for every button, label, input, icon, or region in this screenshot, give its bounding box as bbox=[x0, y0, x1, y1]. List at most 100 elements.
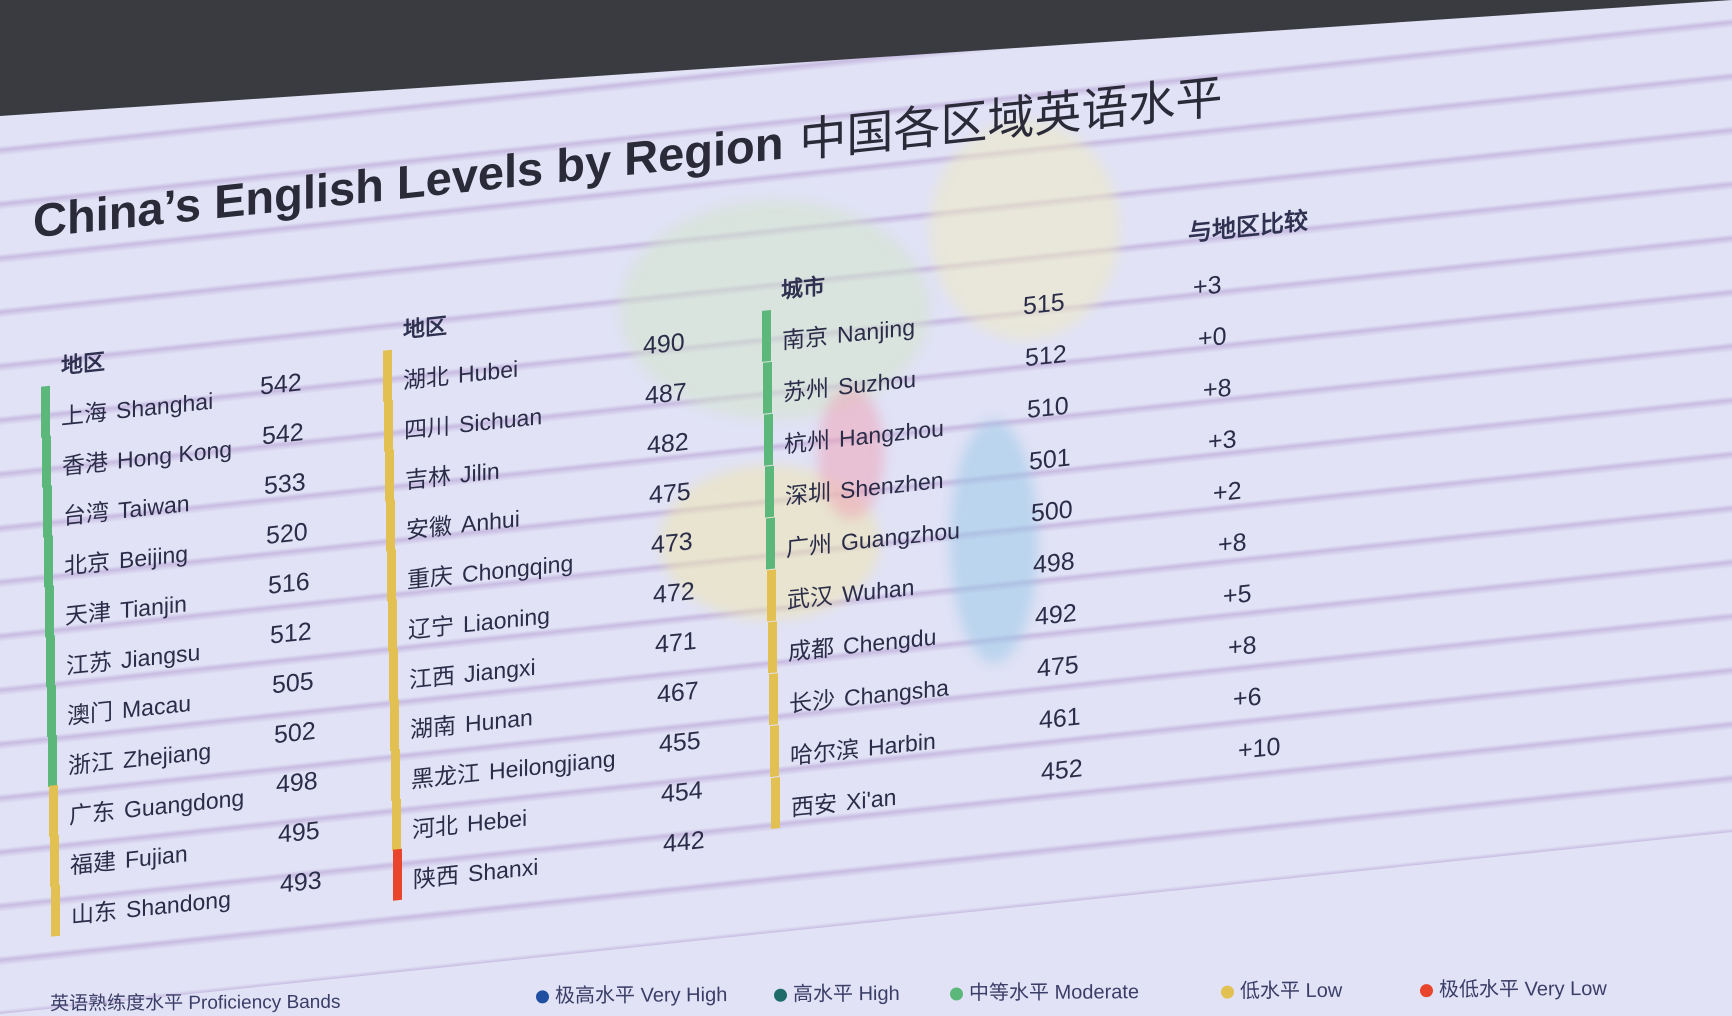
region-name: 湖北 Hubei bbox=[403, 350, 518, 396]
region-name-zh: 西安 bbox=[791, 790, 837, 821]
region-name: 四川 Sichuan bbox=[404, 397, 542, 446]
region-name-zh: 天津 bbox=[65, 598, 111, 630]
region-name-en: Beijing bbox=[119, 540, 189, 574]
compare-value: +8 bbox=[1218, 527, 1247, 559]
map-region-northeast bbox=[930, 120, 1120, 340]
region-name-zh: 澳门 bbox=[67, 698, 113, 729]
score: 533 bbox=[264, 467, 306, 501]
region-name: 北京 Beijing bbox=[64, 534, 188, 581]
region-name-en: Heilongjiang bbox=[489, 745, 616, 785]
legend-item: 低水平 Low bbox=[1220, 974, 1343, 1004]
region-name: 长沙 Changsha bbox=[789, 668, 949, 719]
score: 520 bbox=[266, 517, 308, 551]
region-name-en: Guangdong bbox=[124, 784, 245, 823]
legend-label: 英语熟练度水平 Proficiency Bands bbox=[49, 991, 341, 1015]
region-name-en: Changsha bbox=[844, 674, 949, 712]
score: 515 bbox=[1023, 288, 1065, 321]
band-bar bbox=[44, 535, 53, 588]
map-region-pink bbox=[818, 387, 884, 519]
column-1-header: 地区 bbox=[61, 348, 106, 379]
band-bar bbox=[385, 449, 394, 502]
score: 495 bbox=[278, 816, 320, 849]
compare-value: +3 bbox=[1193, 270, 1222, 302]
region-name: 福建 Fujian bbox=[70, 834, 188, 880]
region-name-zh: 成都 bbox=[788, 634, 834, 666]
region-name-zh: 福建 bbox=[70, 847, 116, 879]
region-name-zh: 武汉 bbox=[787, 582, 833, 614]
band-bar bbox=[45, 585, 54, 638]
band-bar bbox=[764, 413, 773, 466]
band-bar bbox=[769, 673, 778, 726]
region-name-en: Anhui bbox=[461, 505, 520, 538]
region-name-en: Hangzhou bbox=[839, 414, 944, 452]
region-name: 台湾 Taiwan bbox=[63, 484, 190, 531]
region-name: 广州 Guangzhou bbox=[786, 511, 960, 563]
region-name-zh: 台湾 bbox=[63, 498, 109, 530]
band-bar bbox=[49, 784, 58, 837]
region-name: 辽宁 Liaoning bbox=[408, 596, 550, 645]
region-name-en: Jiangxi bbox=[464, 653, 536, 688]
score: 502 bbox=[274, 716, 316, 750]
score: 452 bbox=[1041, 754, 1083, 787]
region-name: 武汉 Wuhan bbox=[787, 568, 914, 615]
column-2-header: 地区 bbox=[403, 313, 448, 343]
region-name: 香港 Hong Kong bbox=[62, 430, 232, 482]
region-name-zh: 湖南 bbox=[410, 712, 456, 743]
legend-item-label: 低水平 Low bbox=[1239, 979, 1343, 1003]
band-bar bbox=[762, 309, 771, 362]
region-name-en: Nanjing bbox=[837, 313, 915, 349]
band-bar bbox=[43, 485, 52, 538]
region-name-en: Chengdu bbox=[843, 623, 937, 660]
band-bar bbox=[393, 848, 402, 901]
region-name-zh: 广东 bbox=[69, 797, 115, 829]
region-name-en: Shandong bbox=[126, 885, 231, 923]
band-bar bbox=[767, 569, 776, 622]
score: 461 bbox=[1039, 702, 1081, 735]
score: 455 bbox=[659, 726, 701, 759]
region-name-zh: 深圳 bbox=[785, 478, 831, 510]
region-name-zh: 上海 bbox=[61, 398, 107, 430]
screen-edge bbox=[0, 0, 1732, 116]
region-name-zh: 江苏 bbox=[66, 648, 112, 680]
region-name-zh: 哈尔滨 bbox=[790, 735, 859, 769]
compare-value: +0 bbox=[1198, 322, 1227, 354]
region-name-en: Chongqing bbox=[462, 549, 574, 588]
score: 505 bbox=[272, 667, 314, 700]
region-name: 澳门 Macau bbox=[67, 684, 191, 731]
region-name-en: Hebei bbox=[467, 804, 528, 837]
region-name-zh: 河北 bbox=[412, 811, 458, 843]
band-bar bbox=[390, 699, 399, 752]
score: 512 bbox=[270, 617, 312, 650]
region-name: 吉林 Jilin bbox=[405, 451, 500, 495]
region-name: 成都 Chengdu bbox=[788, 618, 936, 668]
region-name-en: Hunan bbox=[465, 704, 533, 738]
score: 467 bbox=[657, 676, 699, 709]
compare-value: +2 bbox=[1213, 476, 1242, 508]
map-region-coast bbox=[950, 420, 1038, 663]
legend-item: 高水平 High bbox=[773, 977, 900, 1007]
region-name: 安徽 Anhui bbox=[406, 499, 520, 545]
band-bar bbox=[389, 649, 398, 702]
region-name-en: Jilin bbox=[460, 457, 500, 488]
band-bar bbox=[771, 777, 780, 829]
score: 501 bbox=[1029, 443, 1071, 476]
region-name-en: Sichuan bbox=[459, 403, 543, 438]
legend-dot-icon bbox=[1220, 985, 1235, 999]
region-name-zh: 重庆 bbox=[407, 562, 453, 594]
band-bar bbox=[46, 635, 55, 688]
score: 475 bbox=[1037, 650, 1079, 684]
region-name-en: Fujian bbox=[125, 840, 188, 873]
score: 490 bbox=[643, 328, 685, 361]
legend-item-label: 高水平 High bbox=[792, 982, 900, 1006]
region-name: 湖南 Hunan bbox=[410, 698, 533, 745]
legend-dot-icon bbox=[1419, 984, 1434, 998]
compare-value: +5 bbox=[1223, 579, 1252, 611]
region-name: 深圳 Shenzhen bbox=[785, 461, 944, 512]
region-name-zh: 陕西 bbox=[413, 861, 459, 893]
compare-value: +8 bbox=[1203, 373, 1232, 405]
score: 512 bbox=[1025, 339, 1067, 373]
score: 473 bbox=[651, 527, 693, 560]
band-bar bbox=[768, 621, 777, 674]
score: 542 bbox=[260, 368, 302, 401]
